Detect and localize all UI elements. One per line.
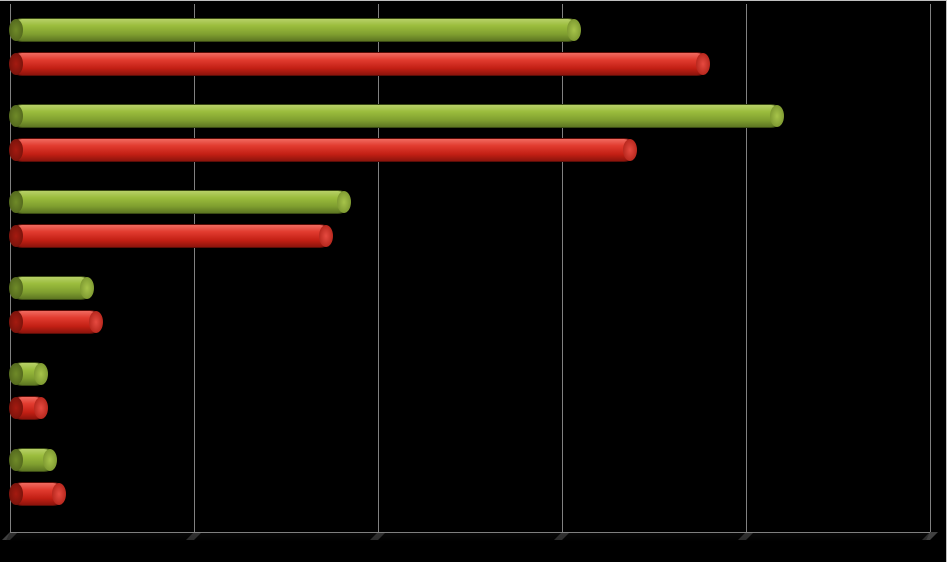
- gridline: [746, 4, 747, 532]
- gridline: [378, 4, 379, 532]
- bar-green: [10, 362, 47, 386]
- bar-red: [10, 52, 709, 76]
- gridline: [194, 4, 195, 532]
- bar-green: [10, 276, 93, 300]
- x-axis-line: [10, 532, 930, 533]
- bar-chart: [0, 0, 947, 562]
- chart-border-top: [0, 0, 947, 1]
- bar-red: [10, 138, 636, 162]
- bar-red: [10, 482, 65, 506]
- bar-red: [10, 310, 102, 334]
- bar-red: [10, 396, 47, 420]
- bar-red: [10, 224, 332, 248]
- bar-green: [10, 18, 580, 42]
- gridline: [930, 4, 931, 532]
- gridline: [562, 4, 563, 532]
- bar-green: [10, 104, 783, 128]
- plot-floor: [5, 532, 930, 542]
- bar-green: [10, 448, 56, 472]
- bar-green: [10, 190, 350, 214]
